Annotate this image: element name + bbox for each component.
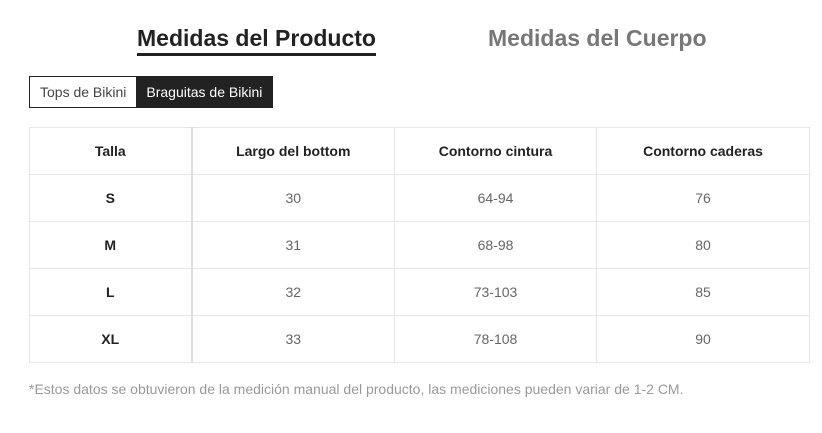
table-row: S 30 64-94 76 (29, 174, 810, 222)
measurement-type-tabs: Medidas del Producto Medidas del Cuerpo (0, 22, 822, 58)
hips-cell: 85 (596, 268, 810, 316)
hips-cell: 90 (596, 315, 810, 363)
hips-cell: 80 (596, 221, 810, 269)
size-cell: XL (29, 315, 193, 363)
column-header-size: Talla (29, 127, 193, 175)
table-row: M 31 68-98 80 (29, 221, 810, 269)
table-header-row: Talla Largo del bottom Contorno cintura … (29, 127, 810, 175)
size-chart-table: Talla Largo del bottom Contorno cintura … (29, 127, 810, 363)
subtab-bikini-tops[interactable]: Tops de Bikini (30, 77, 137, 107)
hips-cell: 76 (596, 174, 810, 222)
table-row: XL 33 78-108 90 (29, 315, 810, 363)
product-category-tabs: Tops de Bikini Braguitas de Bikini (29, 76, 274, 108)
waist-cell: 73-103 (394, 268, 597, 316)
waist-cell: 78-108 (394, 315, 597, 363)
column-header-hips: Contorno caderas (596, 127, 810, 175)
size-cell: L (29, 268, 193, 316)
column-header-waist: Contorno cintura (394, 127, 597, 175)
waist-cell: 64-94 (394, 174, 597, 222)
bottom-length-cell: 32 (191, 268, 395, 316)
waist-cell: 68-98 (394, 221, 597, 269)
measurement-disclaimer-note: *Estos datos se obtuvieron de la medició… (29, 381, 684, 397)
bottom-length-cell: 31 (191, 221, 395, 269)
table-row: L 32 73-103 85 (29, 268, 810, 316)
tab-body-measurements[interactable]: Medidas del Cuerpo (488, 25, 707, 51)
column-header-bottom-length: Largo del bottom (191, 127, 395, 175)
size-cell: S (29, 174, 193, 222)
subtab-bikini-bottoms[interactable]: Braguitas de Bikini (136, 77, 273, 107)
size-cell: M (29, 221, 193, 269)
bottom-length-cell: 33 (191, 315, 395, 363)
bottom-length-cell: 30 (191, 174, 395, 222)
tab-product-measurements[interactable]: Medidas del Producto (137, 22, 376, 56)
